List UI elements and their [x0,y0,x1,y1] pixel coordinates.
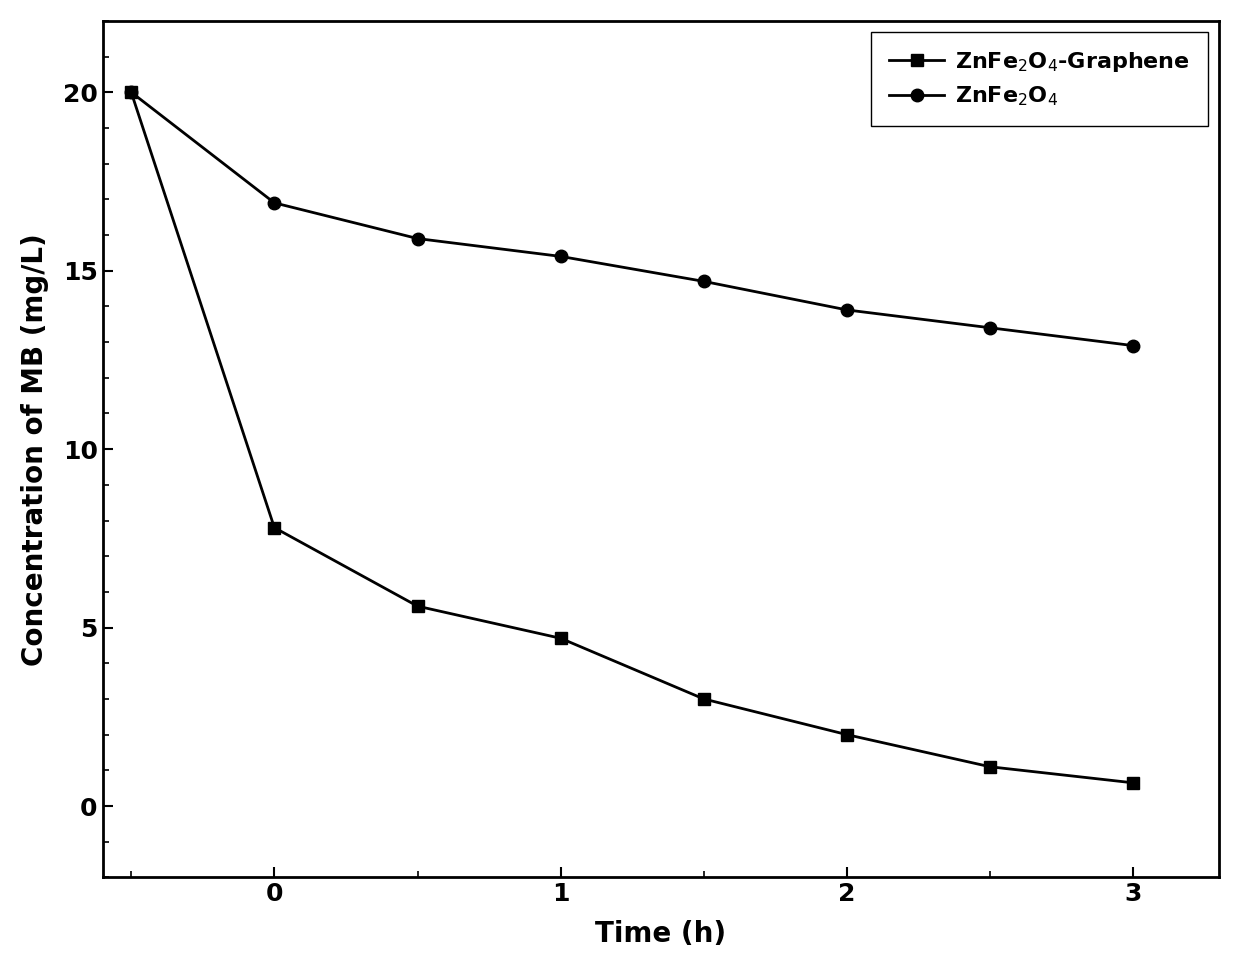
ZnFe$_2$O$_4$-Graphene [1126,777,1141,789]
ZnFe$_2$O$_4$ [553,251,568,263]
ZnFe$_2$O$_4$ [1126,340,1141,352]
ZnFe$_2$O$_4$-Graphene [267,522,281,534]
ZnFe$_2$O$_4$ [697,275,712,287]
X-axis label: Time (h): Time (h) [595,921,727,949]
Line: ZnFe$_2$O$_4$-Graphene: ZnFe$_2$O$_4$-Graphene [125,86,1140,789]
ZnFe$_2$O$_4$-Graphene [982,761,997,772]
ZnFe$_2$O$_4$ [982,322,997,333]
Line: ZnFe$_2$O$_4$: ZnFe$_2$O$_4$ [125,86,1140,352]
ZnFe$_2$O$_4$-Graphene [697,693,712,704]
ZnFe$_2$O$_4$-Graphene [553,633,568,644]
ZnFe$_2$O$_4$ [267,197,281,208]
ZnFe$_2$O$_4$ [410,233,425,244]
ZnFe$_2$O$_4$ [124,86,139,98]
ZnFe$_2$O$_4$ [839,304,854,316]
ZnFe$_2$O$_4$-Graphene [410,601,425,612]
ZnFe$_2$O$_4$-Graphene [124,86,139,98]
ZnFe$_2$O$_4$-Graphene [839,729,854,740]
Legend: ZnFe$_2$O$_4$-Graphene, ZnFe$_2$O$_4$: ZnFe$_2$O$_4$-Graphene, ZnFe$_2$O$_4$ [870,32,1208,126]
Y-axis label: Concentration of MB (mg/L): Concentration of MB (mg/L) [21,233,48,666]
